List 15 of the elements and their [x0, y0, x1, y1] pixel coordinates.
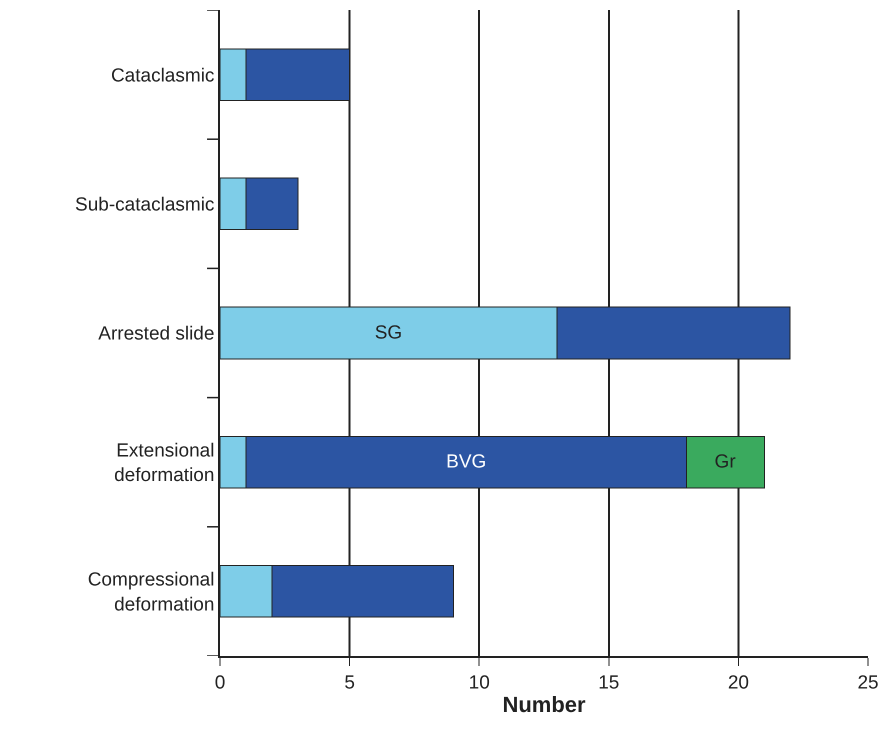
x-tick-label: 25	[857, 672, 879, 694]
x-tick-label: 20	[728, 672, 749, 694]
series-label: BVG	[446, 452, 486, 473]
y-tick-label: Extensional deformation	[114, 440, 214, 486]
x-axis-title: Number	[502, 692, 586, 717]
y-tick-label: Compressional deformation	[88, 570, 214, 616]
series-label: Gr	[714, 452, 736, 473]
y-tick-label: Sub-cataclasmic	[75, 194, 214, 216]
y-tick-label: Cataclasmic	[110, 65, 214, 86]
series-label: SG	[374, 322, 402, 344]
x-tick-label: 10	[468, 672, 490, 694]
y-tick-label: Arrested slide	[98, 324, 214, 345]
x-tick-label: 15	[598, 672, 620, 694]
x-tick-label: 5	[344, 672, 355, 694]
x-tick-label: 0	[214, 672, 226, 694]
